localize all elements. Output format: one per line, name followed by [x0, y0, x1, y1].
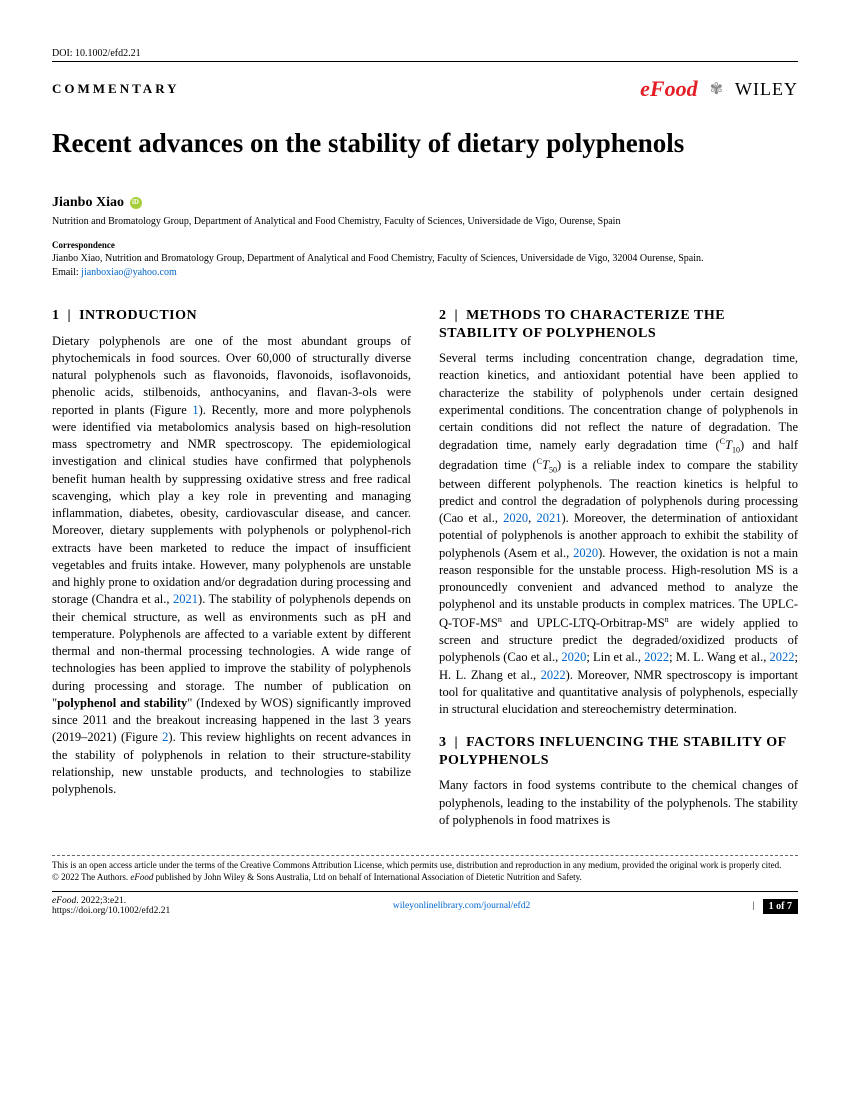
correspondence-label: Correspondence [52, 240, 798, 250]
cite-2020a-link[interactable]: 2020 [503, 511, 528, 525]
footer-journal: eFood [52, 896, 76, 906]
left-column: 1 | INTRODUCTION Dietary polyphenols are o… [52, 307, 411, 845]
article-title: Recent advances on the stability of diet… [52, 128, 798, 159]
author-name: Jianbo Xiao [52, 195, 124, 211]
correspondence-email-label: Email: [52, 267, 81, 278]
section-1-heading: 1 | INTRODUCTION [52, 307, 411, 325]
section-3-num: 3 [439, 735, 447, 750]
article-type: COMMENTARY [52, 81, 180, 97]
sub-10: 10 [732, 446, 740, 455]
section-2-heading: 2 |METHODS TO CHARACTERIZE THE STABILITY … [439, 307, 798, 342]
p1b: ). Recently, more and more polyphenols w… [52, 403, 411, 607]
orcid-icon[interactable] [130, 197, 142, 209]
p2j: ; M. L. Wang et al., [669, 650, 769, 664]
cite-2020b-link[interactable]: 2020 [573, 546, 598, 560]
heading-bar-icon: | [68, 308, 72, 323]
l2i: eFood [130, 872, 153, 882]
affiliation: Nutrition and Bromatology Group, Departm… [52, 215, 798, 228]
efood-food: Food [650, 76, 698, 101]
footer-left: eFood. 2022;3:e21. https://doi.org/10.10… [52, 896, 170, 916]
p2i: ; Lin et al., [586, 650, 644, 664]
sub-50: 50 [549, 466, 557, 475]
ct50: T [542, 458, 549, 472]
cite-2021b-link[interactable]: 2021 [537, 511, 562, 525]
journal-logos: eFood ✾ WILEY [640, 76, 798, 102]
cite-2020c-link[interactable]: 2020 [561, 650, 586, 664]
footer-right: | 1 of 7 [753, 899, 798, 914]
p2g: and UPLC-LTQ-Orbitrap-MS [502, 616, 665, 630]
p2d: , [528, 511, 536, 525]
bold-term: polyphenol and stability [57, 696, 187, 710]
header-row: COMMENTARY eFood ✾ WILEY [52, 76, 798, 102]
heading-bar-icon: | [455, 735, 459, 750]
page-number: 1 of 7 [763, 899, 798, 914]
factors-paragraph: Many factors in food systems contribute … [439, 777, 798, 829]
section-3-heading: 3 |FACTORS INFLUENCING THE STABILITY OF P… [439, 734, 798, 769]
footer-doi-url: https://doi.org/10.1002/efd2.21 [52, 906, 170, 916]
right-column: 2|METHODS TO CHARACTERIZE THE STABILITY … [439, 307, 798, 845]
section-1-num: 1 [52, 308, 60, 323]
intro-paragraph: Dietary polyphenols are one of the most … [52, 333, 411, 799]
license-line-1: This is an open access article under the… [52, 860, 798, 872]
doi-line: DOI: 10.1002/efd2.21 [52, 48, 798, 62]
section-1-title: INTRODUCTION [79, 308, 197, 323]
cite-2022a-link[interactable]: 2022 [644, 650, 669, 664]
correspondence-text: Jianbo Xiao, Nutrition and Bromatology G… [52, 253, 704, 264]
author-line: Jianbo Xiao [52, 195, 798, 211]
efood-logo: eFood [640, 76, 697, 102]
cite-2022b-link[interactable]: 2022 [770, 650, 795, 664]
footer-bar: eFood. 2022;3:e21. https://doi.org/10.10… [52, 891, 798, 916]
wiley-logo: WILEY [735, 79, 798, 100]
body-columns: 1 | INTRODUCTION Dietary polyphenols are o… [52, 307, 798, 845]
section-2-num: 2 [439, 308, 447, 323]
ct10: T [725, 438, 732, 452]
footer-center-link[interactable]: wileyonlinelibrary.com/journal/efd2 [393, 901, 530, 911]
correspondence-email-link[interactable]: jianboxiao@yahoo.com [81, 267, 177, 278]
cite-2021-link[interactable]: 2021 [173, 592, 198, 606]
footer-citation: . 2022;3:e21. [76, 896, 126, 906]
correspondence-block: Jianbo Xiao, Nutrition and Bromatology G… [52, 252, 798, 279]
efood-e: e [640, 76, 650, 101]
license-line-2: © 2022 The Authors. eFood published by J… [52, 872, 798, 884]
heading-bar-icon: | [455, 308, 459, 323]
footer-bar-icon: | [753, 901, 755, 911]
l2b: published by John Wiley & Sons Australia… [153, 872, 581, 882]
section-2-title: METHODS TO CHARACTERIZE THE STABILITY OF… [439, 308, 725, 341]
footer-divider: This is an open access article under the… [52, 855, 798, 883]
section-3-title: FACTORS INFLUENCING THE STABILITY OF POL… [439, 735, 786, 768]
l2a: © 2022 The Authors. [52, 872, 130, 882]
wiley-icon: ✾ [710, 79, 723, 99]
cite-2022c-link[interactable]: 2022 [541, 668, 566, 682]
p1c: ). The stability of polyphenols depends … [52, 592, 411, 710]
methods-paragraph: Several terms including concentration ch… [439, 350, 798, 718]
